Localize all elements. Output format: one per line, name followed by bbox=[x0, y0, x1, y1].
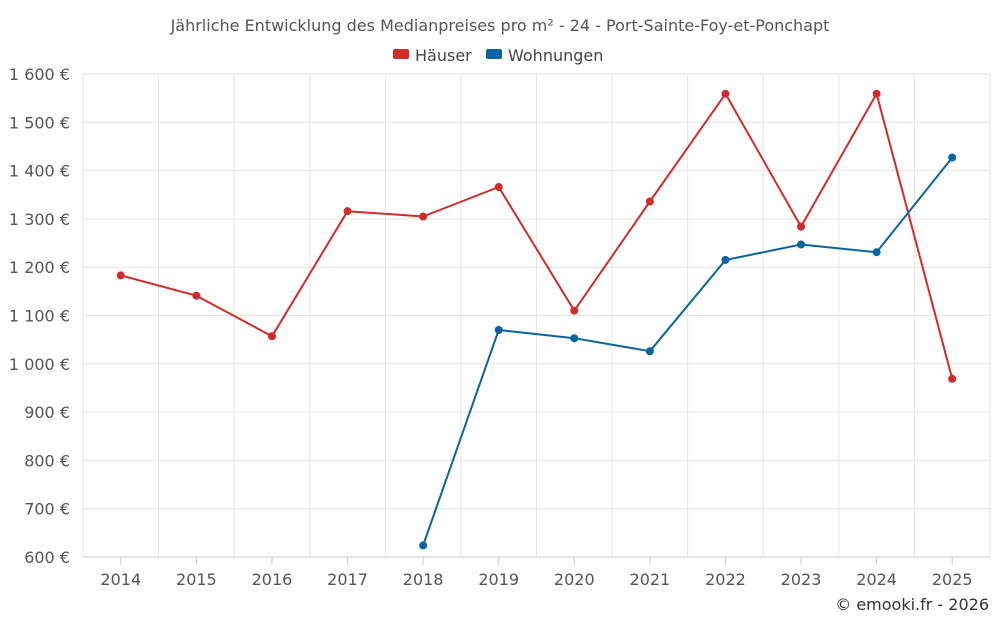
chart-title: Jährliche Entwicklung des Medianpreises … bbox=[170, 16, 830, 35]
data-point-wohnungen[interactable] bbox=[570, 334, 579, 343]
data-point-wohnungen[interactable] bbox=[721, 255, 730, 264]
credit-text: © emooki.fr - 2026 bbox=[835, 595, 989, 614]
x-tick-label: 2023 bbox=[781, 570, 822, 589]
data-point-wohnungen[interactable] bbox=[797, 240, 806, 249]
legend-item-wohnungen[interactable]: Wohnungen bbox=[486, 46, 603, 65]
y-tick-label: 1 400 € bbox=[9, 162, 70, 181]
data-point-haeuser[interactable] bbox=[721, 89, 730, 98]
y-tick-label: 1 000 € bbox=[9, 355, 70, 374]
x-tick-label: 2019 bbox=[478, 570, 519, 589]
y-tick-label: 600 € bbox=[24, 548, 70, 567]
legend-item-haeuser[interactable]: Häuser bbox=[393, 46, 472, 65]
data-point-haeuser[interactable] bbox=[570, 306, 579, 315]
data-point-haeuser[interactable] bbox=[494, 183, 503, 192]
series-line-wohnungen bbox=[422, 156, 953, 546]
y-tick-label: 800 € bbox=[24, 451, 70, 470]
legend-swatch-haeuser bbox=[393, 49, 409, 59]
data-point-haeuser[interactable] bbox=[797, 222, 806, 231]
y-tick-label: 1 600 € bbox=[9, 65, 70, 84]
data-point-haeuser[interactable] bbox=[116, 271, 125, 280]
y-tick-label: 1 100 € bbox=[9, 307, 70, 326]
series-line-haeuser bbox=[120, 92, 954, 380]
data-point-haeuser[interactable] bbox=[872, 89, 881, 98]
series-haeuser bbox=[116, 89, 957, 383]
data-point-haeuser[interactable] bbox=[343, 207, 352, 216]
x-tick-label: 2017 bbox=[327, 570, 368, 589]
x-tick-label: 2021 bbox=[630, 570, 671, 589]
x-tick-label: 2018 bbox=[403, 570, 444, 589]
x-tick-label: 2025 bbox=[932, 570, 973, 589]
y-tick-label: 1 300 € bbox=[9, 210, 70, 229]
data-point-wohnungen[interactable] bbox=[872, 248, 881, 257]
y-tick-label: 1 200 € bbox=[9, 258, 70, 277]
y-tick-label: 1 500 € bbox=[9, 113, 70, 132]
y-tick-label: 700 € bbox=[24, 500, 70, 519]
axes: 600 € 700 € 800 € 900 € 1 000 € 1 100 € 1 200 … bbox=[9, 65, 990, 589]
data-point-wohnungen[interactable] bbox=[494, 325, 503, 334]
legend-swatch-wohnungen bbox=[486, 49, 502, 59]
x-tick-label: 2020 bbox=[554, 570, 595, 589]
series-wohnungen bbox=[419, 153, 957, 550]
data-point-haeuser[interactable] bbox=[192, 291, 201, 300]
data-point-haeuser[interactable] bbox=[645, 197, 654, 206]
x-tick-label: 2016 bbox=[252, 570, 293, 589]
x-tick-label: 2014 bbox=[100, 570, 141, 589]
x-tick-label: 2024 bbox=[856, 570, 897, 589]
data-point-haeuser[interactable] bbox=[267, 332, 276, 341]
data-point-haeuser[interactable] bbox=[948, 374, 957, 383]
data-point-wohnungen[interactable] bbox=[419, 541, 428, 550]
data-point-haeuser[interactable] bbox=[419, 212, 428, 221]
legend-label-wohnungen: Wohnungen bbox=[508, 46, 603, 65]
series bbox=[116, 89, 957, 550]
data-point-wohnungen[interactable] bbox=[948, 153, 957, 162]
data-point-wohnungen[interactable] bbox=[645, 347, 654, 356]
grid bbox=[82, 73, 991, 558]
legend-label-haeuser: Häuser bbox=[415, 46, 472, 65]
y-tick-label: 900 € bbox=[24, 403, 70, 422]
x-tick-label: 2022 bbox=[705, 570, 746, 589]
legend: Häuser Wohnungen bbox=[393, 46, 603, 65]
x-tick-label: 2015 bbox=[176, 570, 217, 589]
